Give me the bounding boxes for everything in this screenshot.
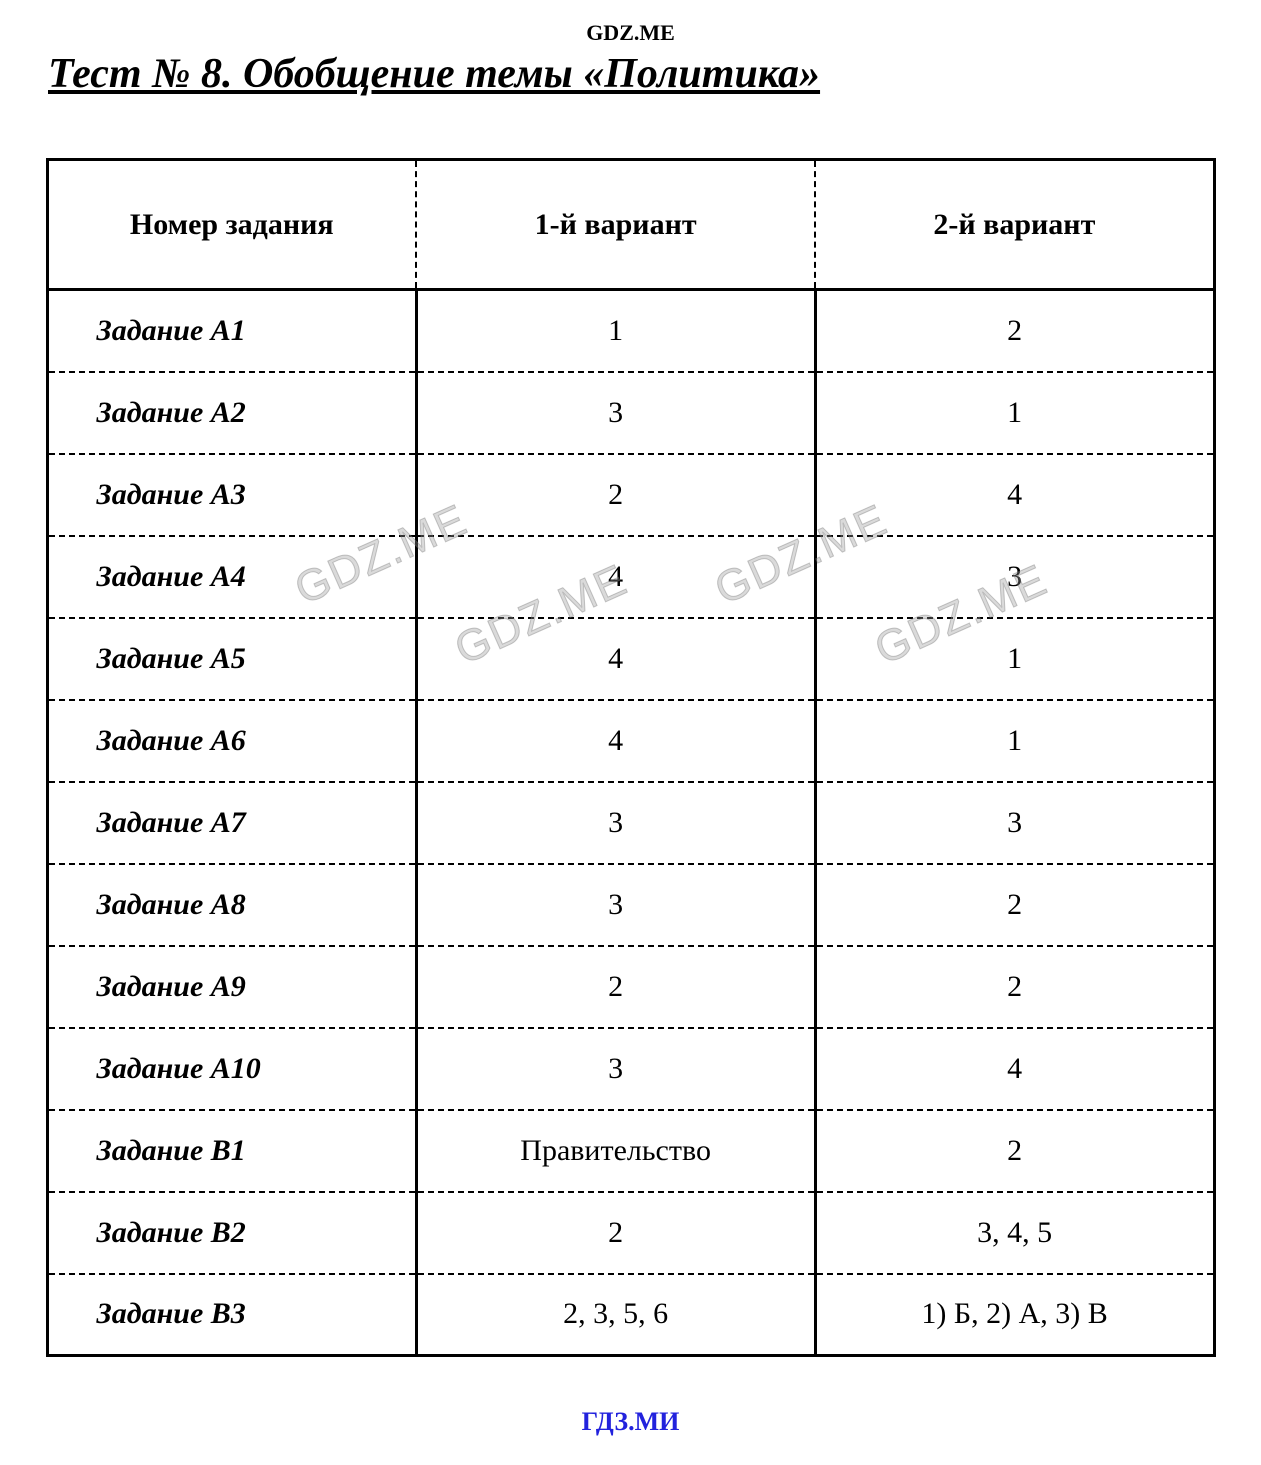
task-label: Задание А1 bbox=[47, 290, 416, 372]
task-label: Задание А2 bbox=[47, 372, 416, 454]
table-row: Задание А2 3 1 bbox=[47, 372, 1214, 454]
task-label: Задание А3 bbox=[47, 454, 416, 536]
table-row: Задание А9 2 2 bbox=[47, 946, 1214, 1028]
answer-v2: 3, 4, 5 bbox=[815, 1192, 1214, 1274]
task-label: Задание А8 bbox=[47, 864, 416, 946]
answer-v2: 1 bbox=[815, 700, 1214, 782]
answer-v1: 3 bbox=[416, 864, 815, 946]
table-row: Задание А7 3 3 bbox=[47, 782, 1214, 864]
answer-v2: 4 bbox=[815, 454, 1214, 536]
table-row: Задание А5 4 1 bbox=[47, 618, 1214, 700]
answers-table: Номер задания 1-й вариант 2-й вариант За… bbox=[46, 158, 1216, 1357]
table-row: Задание В1 Правительство 2 bbox=[47, 1110, 1214, 1192]
task-label: Задание А6 bbox=[47, 700, 416, 782]
col-header-task: Номер задания bbox=[47, 160, 416, 290]
table-row: Задание А1 1 2 bbox=[47, 290, 1214, 372]
table-row: Задание А10 3 4 bbox=[47, 1028, 1214, 1110]
answer-v2: 3 bbox=[815, 536, 1214, 618]
answer-v1: 4 bbox=[416, 618, 815, 700]
answer-v2: 2 bbox=[815, 864, 1214, 946]
header-watermark: GDZ.ME bbox=[40, 20, 1221, 46]
answer-v1: 3 bbox=[416, 372, 815, 454]
answer-v1: 2 bbox=[416, 454, 815, 536]
answer-v1: Правительство bbox=[416, 1110, 815, 1192]
table-row: Задание А8 3 2 bbox=[47, 864, 1214, 946]
answer-v2: 2 bbox=[815, 290, 1214, 372]
answer-v2: 2 bbox=[815, 946, 1214, 1028]
table-row: Задание А6 4 1 bbox=[47, 700, 1214, 782]
task-label: Задание А9 bbox=[47, 946, 416, 1028]
answer-v2: 4 bbox=[815, 1028, 1214, 1110]
answer-v1: 3 bbox=[416, 1028, 815, 1110]
col-header-variant1: 1-й вариант bbox=[416, 160, 815, 290]
task-label: Задание А7 bbox=[47, 782, 416, 864]
task-label: Задание А4 bbox=[47, 536, 416, 618]
answer-v2: 1) Б, 2) А, 3) В bbox=[815, 1274, 1214, 1356]
answer-v1: 3 bbox=[416, 782, 815, 864]
page-title: Тест № 8. Обобщение темы «Политика» bbox=[48, 50, 1221, 98]
answer-v1: 4 bbox=[416, 536, 815, 618]
table-header-row: Номер задания 1-й вариант 2-й вариант bbox=[47, 160, 1214, 290]
answer-v1: 4 bbox=[416, 700, 815, 782]
answer-v1: 1 bbox=[416, 290, 815, 372]
table-row: Задание В2 2 3, 4, 5 bbox=[47, 1192, 1214, 1274]
answer-v2: 2 bbox=[815, 1110, 1214, 1192]
answer-v1: 2 bbox=[416, 946, 815, 1028]
table-row: Задание А4 4 3 bbox=[47, 536, 1214, 618]
answer-v2: 1 bbox=[815, 618, 1214, 700]
footer-watermark: ГДЗ.МИ bbox=[40, 1407, 1221, 1437]
table-row: Задание А3 2 4 bbox=[47, 454, 1214, 536]
answer-v1: 2 bbox=[416, 1192, 815, 1274]
answer-v2: 1 bbox=[815, 372, 1214, 454]
col-header-variant2: 2-й вариант bbox=[815, 160, 1214, 290]
task-label: Задание А10 bbox=[47, 1028, 416, 1110]
answer-v2: 3 bbox=[815, 782, 1214, 864]
task-label: Задание В2 bbox=[47, 1192, 416, 1274]
answer-v1: 2, 3, 5, 6 bbox=[416, 1274, 815, 1356]
task-label: Задание В3 bbox=[47, 1274, 416, 1356]
task-label: Задание А5 bbox=[47, 618, 416, 700]
table-row: Задание В3 2, 3, 5, 6 1) Б, 2) А, 3) В bbox=[47, 1274, 1214, 1356]
task-label: Задание В1 bbox=[47, 1110, 416, 1192]
